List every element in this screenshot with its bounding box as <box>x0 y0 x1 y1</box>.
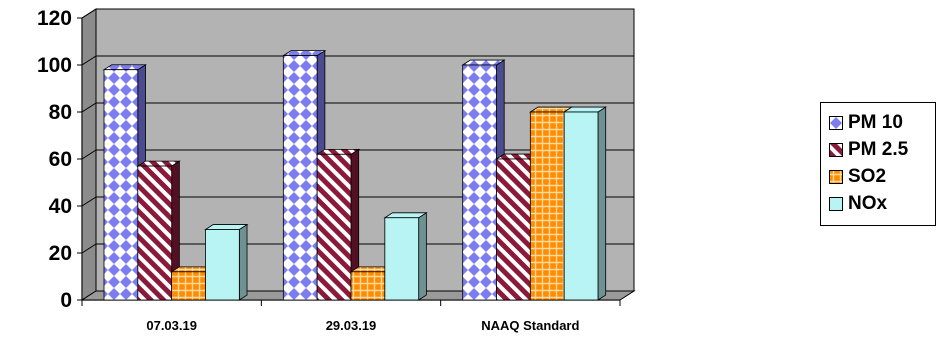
bar-top <box>102 64 147 71</box>
bar <box>204 223 249 301</box>
bar-front <box>316 153 352 301</box>
bar <box>562 106 608 301</box>
bar-top <box>281 50 327 56</box>
bar-front <box>496 158 531 301</box>
bar-front <box>563 111 599 301</box>
bar <box>281 49 327 301</box>
legend-label: SO2 <box>848 165 887 187</box>
bar <box>102 64 147 301</box>
gridline-side <box>81 196 97 207</box>
legend-item: PM 10 <box>829 109 935 136</box>
legend-swatch <box>829 142 843 157</box>
y-tick-label: 120 <box>37 7 72 30</box>
y-tick-label: 0 <box>60 289 72 312</box>
legend-item: PM 2.5 <box>829 136 935 163</box>
legend-swatch <box>829 196 843 211</box>
bar-side <box>238 223 248 301</box>
gridline-side <box>81 243 97 254</box>
y-axis: 0 20 40 60 80 100 120 <box>37 7 83 312</box>
bar-top <box>136 160 181 167</box>
bar-front <box>103 69 139 301</box>
y-tick-label: 100 <box>37 54 72 77</box>
legend-label: PM 2.5 <box>848 138 909 160</box>
gridline-side <box>81 55 97 66</box>
bar-front <box>384 217 420 301</box>
legend-item: SO2 <box>829 163 935 190</box>
bar-top <box>204 224 249 230</box>
bar-top <box>562 106 608 113</box>
bar-top <box>461 59 506 66</box>
legend-swatch <box>829 169 843 184</box>
gridline-side <box>81 149 97 160</box>
legend-item: NOx <box>829 190 935 217</box>
bar-front <box>529 111 565 301</box>
x-axis: 07.03.19 29.03.19 NAAQ Standard <box>81 299 621 333</box>
legend-label: NOx <box>848 192 888 214</box>
bar-top <box>315 148 361 155</box>
legend-swatch <box>829 115 843 130</box>
bar-side <box>597 106 607 301</box>
bar-front <box>205 229 240 301</box>
y-tick-label: 40 <box>49 195 72 218</box>
y-tick-label: 80 <box>49 101 72 124</box>
bar-front <box>462 64 497 301</box>
y-tick-label: 60 <box>49 148 72 171</box>
x-tick-label: 29.03.19 <box>326 318 377 333</box>
bar-front <box>282 55 318 301</box>
bar-top <box>383 212 428 219</box>
gridline-side <box>81 102 97 113</box>
legend-label: PM 10 <box>848 111 903 133</box>
x-tick-label: NAAQ Standard <box>481 318 579 333</box>
bar <box>383 212 428 301</box>
x-tick-label: 07.03.19 <box>146 318 197 333</box>
bar-front <box>171 271 206 301</box>
bar-front <box>350 271 386 301</box>
legend: PM 10 PM 2.5 SO2 NOx <box>820 102 936 226</box>
bars <box>102 49 608 301</box>
gridline-side <box>81 8 97 19</box>
y-tick-label: 20 <box>49 242 72 265</box>
bar-side <box>418 212 427 301</box>
bar-front <box>137 165 173 301</box>
